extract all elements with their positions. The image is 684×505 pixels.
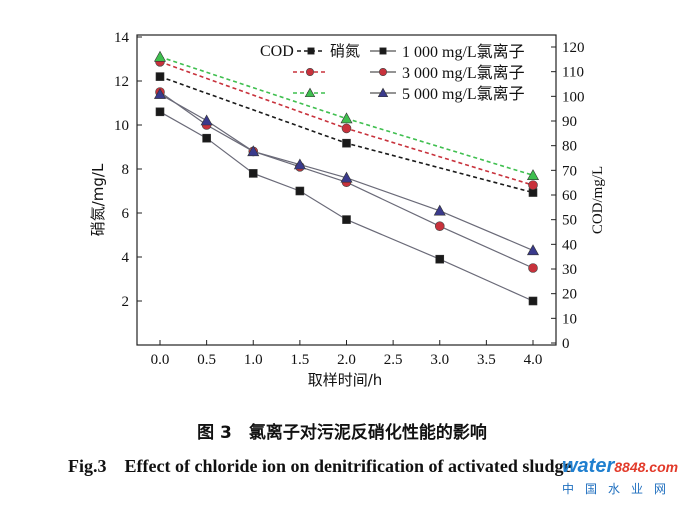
y-left-tick-label: 12 (114, 74, 129, 90)
y-right-tick-label: 80 (562, 139, 577, 155)
y-left-tick-label: 2 (122, 294, 130, 310)
watermark-logo: water8848.com 中国水业网 (562, 455, 682, 497)
y-right-tick-label: 20 (562, 287, 577, 303)
data-point (341, 123, 352, 134)
data-point (293, 158, 306, 170)
x-tick-label: 3.5 (477, 352, 496, 368)
data-point (528, 263, 538, 273)
tick-layer: 0.0 0.5 1.0 1.5 2.0 2.5 3.0 3.5 4.0 2 4 6 8 10 12 14 0 10… (114, 30, 585, 368)
data-point (153, 88, 167, 99)
legend-nitrate-marker (377, 87, 389, 98)
cod-series-3 (153, 50, 540, 180)
watermark-brand: water8848.com (562, 455, 682, 478)
watermark-brand-a: water (562, 455, 615, 477)
data-point (155, 107, 165, 117)
y-right-tick-label: 110 (562, 65, 584, 81)
y-axis-label-right: COD/mg/L (590, 166, 606, 234)
x-tick-label: 1.5 (291, 352, 310, 368)
data-point (526, 244, 540, 256)
series-layer (153, 50, 540, 306)
y-right-tick-label: 0 (562, 336, 570, 352)
y-right-tick-label: 120 (562, 40, 585, 56)
legend-cod-marker (307, 47, 315, 55)
nitrate-series-3 (153, 88, 540, 256)
y-right-tick-label: 60 (562, 188, 577, 204)
watermark-brand-c: .com (645, 459, 679, 475)
x-tick-label: 2.5 (384, 352, 403, 368)
legend-label: 1 000 mg/L氯离子 (402, 43, 525, 61)
y-right-tick-label: 100 (562, 89, 585, 105)
x-tick-label: 1.0 (244, 352, 263, 368)
data-point (528, 296, 538, 306)
legend-row: 3 000 mg/L氯离子 (293, 64, 525, 82)
cod-series-2 (155, 56, 538, 190)
data-point (340, 112, 353, 124)
data-point (342, 138, 351, 148)
data-point (528, 180, 538, 190)
data-point (340, 171, 353, 183)
y-left-tick-label: 8 (122, 162, 130, 178)
y-right-tick-label: 40 (562, 237, 577, 253)
y-left-tick-label: 4 (122, 250, 130, 266)
watermark-subtitle: 中国水业网 (562, 482, 678, 496)
data-point (202, 133, 211, 143)
x-tick-label: 0.0 (151, 352, 170, 368)
caption-english: Fig.3 Effect of chloride ion on denitrif… (68, 456, 572, 476)
data-point (342, 215, 351, 224)
y-right-tick-label: 90 (562, 114, 577, 130)
data-point (433, 204, 446, 216)
legend-row: 5 000 mg/L氯离子 (293, 85, 525, 103)
y-right-tick-label: 70 (562, 163, 577, 179)
x-tick-label: 3.0 (430, 352, 449, 368)
legend-label: 5 000 mg/L氯离子 (402, 85, 525, 103)
nitrate-series-1 (155, 107, 538, 306)
legend-header-nitrate: 硝氮 (330, 42, 360, 60)
y-left-tick-label: 6 (122, 206, 130, 222)
legend-header-cod: COD (260, 43, 294, 60)
y-right-tick-label: 30 (562, 262, 577, 278)
legend: COD 硝氮 1 000 mg/L氯离子 3 000 mg/L氯离子 5 000 mg/… (260, 42, 525, 103)
caption-chinese: 图 3 氯离子对污泥反硝化性能的影响 (197, 423, 487, 443)
data-point (153, 50, 167, 62)
watermark-brand-b: 8848 (614, 459, 646, 475)
data-point (435, 254, 445, 264)
y-right-tick-label: 50 (562, 213, 577, 229)
legend-nitrate-marker (378, 68, 387, 77)
data-point (248, 169, 258, 178)
data-point (200, 114, 213, 126)
y-left-tick-label: 14 (114, 30, 130, 46)
x-tick-label: 0.5 (197, 352, 216, 368)
x-axis-label: 取样时间/h (308, 371, 383, 389)
y-right-tick-label: 10 (562, 311, 577, 327)
data-point (295, 186, 305, 196)
y-left-tick-label: 10 (114, 118, 129, 134)
data-point (155, 72, 165, 81)
y-axis-label-left: 硝氮/mg/L (89, 163, 107, 236)
x-tick-label: 2.0 (337, 352, 356, 368)
legend-cod-marker (304, 87, 316, 98)
data-point (526, 169, 540, 180)
legend-cod-marker (305, 68, 314, 77)
legend-row: 1 000 mg/L氯离子 (297, 43, 525, 61)
legend-nitrate-marker (379, 47, 387, 55)
data-point (247, 145, 260, 157)
x-tick-label: 4.0 (524, 352, 543, 368)
legend-label: 3 000 mg/L氯离子 (402, 64, 525, 82)
data-point (434, 221, 445, 231)
